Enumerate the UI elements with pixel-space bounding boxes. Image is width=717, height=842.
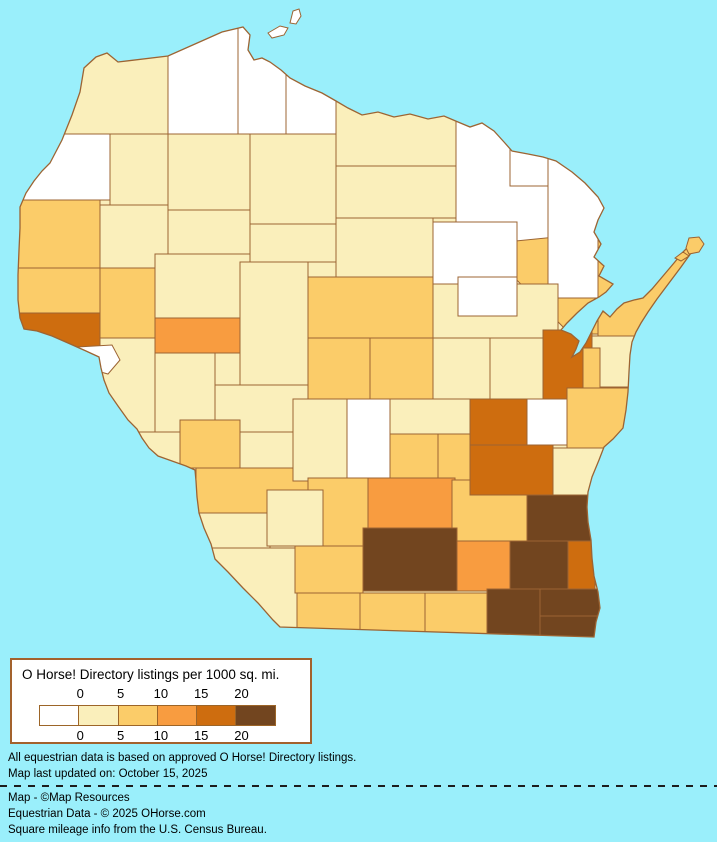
county-shape bbox=[389, 433, 439, 482]
county-shape bbox=[296, 592, 361, 637]
county-shape bbox=[307, 337, 371, 400]
county-shape bbox=[437, 433, 471, 482]
legend-tick-label: 10 bbox=[153, 686, 169, 701]
county-shape bbox=[154, 253, 251, 319]
county-shape bbox=[367, 477, 456, 529]
county-shape bbox=[18, 199, 101, 269]
legend-swatch bbox=[117, 705, 158, 726]
county-shape bbox=[154, 317, 241, 354]
county-shape bbox=[369, 337, 434, 400]
county-shape bbox=[18, 267, 101, 314]
county-shape bbox=[526, 398, 568, 446]
county-shape bbox=[389, 398, 471, 435]
legend-tick-label: 15 bbox=[193, 686, 209, 701]
county-shape bbox=[359, 592, 426, 637]
island-shape bbox=[289, 8, 302, 25]
county-shape bbox=[167, 133, 251, 211]
island-shape bbox=[685, 236, 705, 255]
legend-tick-label: 5 bbox=[116, 728, 125, 743]
state-outline bbox=[17, 26, 692, 638]
county-shape bbox=[294, 545, 364, 594]
county-shape bbox=[539, 588, 602, 617]
dashed-separator bbox=[0, 785, 717, 787]
county-shape bbox=[526, 494, 596, 542]
county-shape bbox=[457, 276, 518, 317]
county-shape bbox=[167, 27, 239, 139]
legend-tick-label: 20 bbox=[234, 728, 249, 743]
county-shape bbox=[59, 37, 169, 139]
legend-tick-label: 5 bbox=[116, 686, 125, 701]
county-shape bbox=[432, 221, 518, 285]
credit-data: Equestrian Data - © 2025 OHorse.com bbox=[8, 808, 206, 820]
county-shape bbox=[362, 527, 458, 592]
county-shape bbox=[456, 540, 511, 592]
legend-tick-label: 0 bbox=[76, 728, 84, 743]
county-shape bbox=[424, 592, 488, 637]
legend-swatch bbox=[78, 705, 119, 726]
county-shape bbox=[335, 94, 457, 167]
county-shape bbox=[432, 337, 491, 400]
county-shape bbox=[179, 419, 241, 469]
legend-tick-label: 10 bbox=[153, 728, 169, 743]
county-shape bbox=[582, 347, 601, 389]
county-shape bbox=[249, 223, 337, 263]
credit-map: Map - ©Map Resources bbox=[8, 792, 130, 804]
legend-color-ramp bbox=[39, 705, 276, 726]
legend-tick-label: 15 bbox=[193, 728, 209, 743]
legend-tick-label: 0 bbox=[76, 686, 84, 701]
county-shape bbox=[539, 615, 599, 637]
legend-tick-label: 20 bbox=[234, 686, 249, 701]
county-shape bbox=[469, 398, 528, 446]
legend-swatch bbox=[156, 705, 198, 726]
island-shape bbox=[674, 251, 690, 262]
county-shape bbox=[109, 133, 169, 206]
state-choropleth-map bbox=[17, 8, 705, 638]
note-last-updated: Map last updated on: October 15, 2025 bbox=[8, 768, 208, 780]
county-shape bbox=[489, 337, 548, 400]
county-shape bbox=[597, 235, 691, 341]
county-shape bbox=[335, 165, 457, 219]
note-data-source: All equestrian data is based on approved… bbox=[8, 752, 357, 764]
county-shape bbox=[209, 547, 298, 629]
legend-swatch bbox=[39, 705, 80, 726]
credit-census: Square mileage info from the U.S. Census… bbox=[8, 824, 267, 836]
legend-box: O Horse! Directory listings per 1000 sq.… bbox=[10, 658, 312, 744]
county-shape bbox=[509, 540, 569, 592]
island-shape bbox=[267, 25, 289, 39]
county-shape bbox=[167, 209, 251, 255]
county-shape bbox=[239, 261, 309, 393]
county-shape bbox=[547, 154, 623, 299]
county-shape bbox=[469, 444, 554, 496]
county-shape bbox=[292, 398, 348, 482]
county-shape bbox=[307, 276, 434, 339]
county-shape bbox=[266, 489, 324, 547]
county-shape bbox=[249, 133, 337, 225]
county-shape bbox=[335, 217, 434, 280]
legend-swatch bbox=[196, 705, 237, 726]
county-shape bbox=[346, 398, 391, 484]
county-shape bbox=[566, 387, 637, 449]
county-shape bbox=[18, 133, 111, 201]
county-shape bbox=[486, 588, 541, 637]
legend-title: O Horse! Directory listings per 1000 sq.… bbox=[22, 667, 280, 682]
legend-swatch bbox=[235, 705, 276, 726]
